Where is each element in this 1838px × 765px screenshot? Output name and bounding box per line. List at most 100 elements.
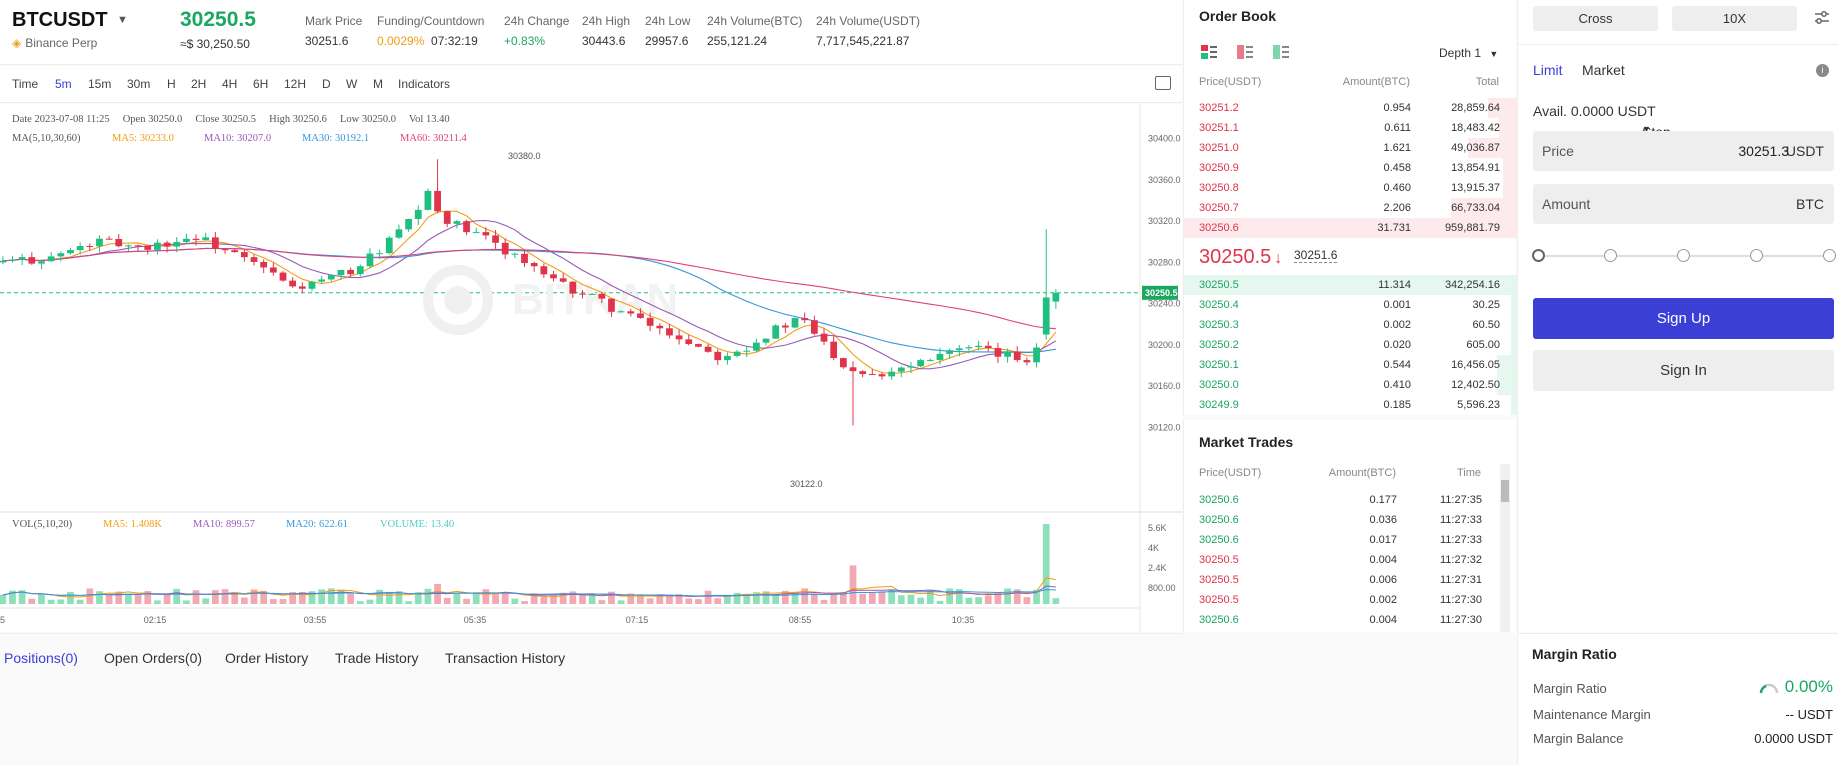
volume-bar xyxy=(984,595,992,604)
volume-bar xyxy=(762,591,770,604)
mt-col-time: Time xyxy=(1456,467,1481,479)
bid-row[interactable]: 30250.4 0.001 30.25 xyxy=(1184,295,1517,315)
slider-knob-75[interactable] xyxy=(1750,249,1763,262)
bid-price: 30250.5 xyxy=(1199,279,1239,291)
info-icon[interactable]: i xyxy=(1816,64,1829,77)
volume-bar xyxy=(192,590,200,604)
slider-knob-50[interactable] xyxy=(1677,249,1690,262)
candle-body xyxy=(666,328,673,336)
trades-scrollbar[interactable] xyxy=(1500,464,1510,632)
ma5-legend: MA5: 30233.0 xyxy=(112,133,174,144)
interval-15m[interactable]: 15m xyxy=(88,77,112,91)
trade-price: 30250.6 xyxy=(1199,494,1239,506)
ask-row[interactable]: 30251.1 0.611 18,483.42 xyxy=(1184,118,1517,138)
bid-amount: 0.001 xyxy=(1383,299,1411,311)
scrollbar-thumb[interactable] xyxy=(1501,480,1509,502)
candle-body xyxy=(67,250,74,254)
volume-bar xyxy=(395,591,403,604)
candle-body xyxy=(492,235,499,243)
depth-select[interactable]: Depth 1 ▼ xyxy=(1439,46,1498,60)
slider-knob-100[interactable] xyxy=(1823,249,1836,262)
interval-6h[interactable]: 6H xyxy=(253,77,269,91)
volume-tick-label: 2.4K xyxy=(1148,563,1167,573)
ask-price: 30250.7 xyxy=(1199,202,1239,214)
volume-bar xyxy=(540,595,548,604)
volume-bar xyxy=(550,595,557,604)
interval-1mo[interactable]: M xyxy=(373,77,383,91)
candle-body xyxy=(936,353,944,360)
tab-open-orders[interactable]: Open Orders(0) xyxy=(104,650,203,666)
high-value: 30443.6 xyxy=(582,34,626,48)
vol-ma10-line xyxy=(2,585,1056,597)
candle-body xyxy=(163,242,171,247)
time-tick-label: 08:55 xyxy=(789,615,812,625)
margin-balance-value: 0.0000 USDT xyxy=(1754,731,1833,746)
ask-row[interactable]: 30250.7 2.206 66,733.04 xyxy=(1184,198,1517,218)
tab-market[interactable]: Market xyxy=(1582,62,1625,78)
caret-down-icon: ▼ xyxy=(1642,124,1651,134)
candlestick-chart[interactable]: BITKAN 30400.0 30360.0 30320.0 30280.0 30240… xyxy=(0,104,1182,632)
bid-row[interactable]: 30250.2 0.020 605.00 xyxy=(1184,335,1517,355)
bid-row[interactable]: 30250.5 11.314 342,254.16 xyxy=(1184,275,1517,295)
interval-time[interactable]: Time xyxy=(12,77,39,91)
interval-30m[interactable]: 30m xyxy=(127,77,151,91)
candle-body xyxy=(57,253,65,257)
fullscreen-icon[interactable] xyxy=(1155,76,1171,90)
price-input[interactable]: Price 30251.3 USDT xyxy=(1533,131,1834,171)
leverage-button[interactable]: 10X xyxy=(1672,6,1797,31)
ask-row[interactable]: 30251.2 0.954 28,859.64 xyxy=(1184,98,1517,118)
funding-label: Funding/Countdown xyxy=(377,14,485,28)
sign-in-button[interactable]: Sign In xyxy=(1533,350,1834,391)
price-tick-label: 30360.0 xyxy=(1148,175,1181,185)
tab-positions[interactable]: Positions(0) xyxy=(4,650,78,666)
candle-body xyxy=(772,325,780,339)
ask-amount: 2.206 xyxy=(1383,202,1411,214)
book-both-icon[interactable] xyxy=(1201,44,1217,60)
candle-body xyxy=(366,253,374,267)
interval-5m[interactable]: 5m xyxy=(55,77,72,91)
amount-slider[interactable] xyxy=(1532,249,1836,262)
candle-body xyxy=(376,253,383,255)
bid-row[interactable]: 30250.0 0.410 12,402.50 xyxy=(1184,375,1517,395)
amount-input[interactable]: Amount BTC xyxy=(1533,184,1834,224)
ask-row[interactable]: 30250.9 0.458 13,854.91 xyxy=(1184,158,1517,178)
interval-12h[interactable]: 12H xyxy=(284,77,307,91)
candle-body xyxy=(598,293,606,299)
symbol-title[interactable]: BTCUSDT xyxy=(12,9,108,31)
indicators-button[interactable]: Indicators xyxy=(398,77,451,91)
bid-row[interactable]: 30250.1 0.544 16,456.05 xyxy=(1184,355,1517,375)
tab-limit[interactable]: Limit xyxy=(1533,62,1563,78)
candles xyxy=(0,159,1060,426)
volume-bar xyxy=(240,597,248,604)
book-asks-icon[interactable] xyxy=(1237,44,1253,60)
settings-sliders-icon[interactable] xyxy=(1814,11,1830,25)
symbol-dropdown-icon[interactable]: ▼ xyxy=(117,14,128,26)
interval-1d[interactable]: D xyxy=(322,77,331,91)
volume-bar xyxy=(936,600,944,604)
bid-row[interactable]: 30249.9 0.185 5,596.23 xyxy=(1184,395,1517,415)
price-input-value[interactable]: 30251.3 xyxy=(1738,143,1789,159)
volume-bar xyxy=(907,594,915,604)
interval-2h[interactable]: 2H xyxy=(191,77,207,91)
book-bids-icon[interactable] xyxy=(1273,44,1289,60)
interval-1w[interactable]: W xyxy=(346,77,358,91)
margin-mode-button[interactable]: Cross xyxy=(1533,6,1658,31)
bid-row[interactable]: 30250.3 0.002 60.50 xyxy=(1184,315,1517,335)
price-tick-label: 30280.0 xyxy=(1148,257,1181,267)
ask-row[interactable]: 30250.6 31.731 959,881.79 xyxy=(1184,218,1517,238)
interval-4h[interactable]: 4H xyxy=(222,77,238,91)
slider-knob-25[interactable] xyxy=(1604,249,1617,262)
ask-row[interactable]: 30250.8 0.460 13,915.37 xyxy=(1184,178,1517,198)
tab-order-history[interactable]: Order History xyxy=(225,650,309,666)
ma60-legend: MA60: 30211.4 xyxy=(400,133,467,144)
slider-knob-0[interactable] xyxy=(1532,249,1545,262)
interval-1h[interactable]: H xyxy=(167,77,176,91)
ask-row[interactable]: 30251.0 1.621 49,036.87 xyxy=(1184,138,1517,158)
amount-input-label: Amount xyxy=(1542,196,1591,212)
sign-up-button[interactable]: Sign Up xyxy=(1533,298,1834,339)
trade-price: 30250.6 xyxy=(1199,534,1239,546)
chart-canvas[interactable]: BITKAN 30400.030360.030320.030280.030240… xyxy=(0,104,1182,632)
tab-transaction-history[interactable]: Transaction History xyxy=(445,650,566,666)
volume-tick-label: 5.6K xyxy=(1148,523,1167,533)
tab-trade-history[interactable]: Trade History xyxy=(335,650,419,666)
